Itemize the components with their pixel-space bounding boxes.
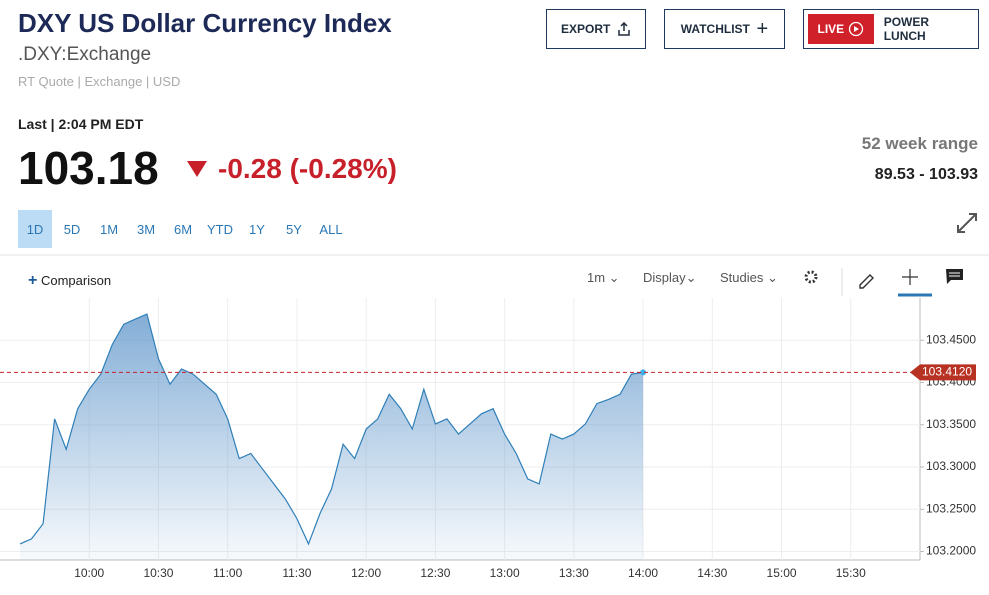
x-tick-label: 12:30 — [420, 566, 450, 580]
range-label: 52 week range — [861, 134, 978, 153]
y-tick-label: 103.4500 — [926, 332, 976, 346]
tool-icons — [804, 268, 932, 297]
range: 89.53 - 103.93 — [874, 166, 978, 183]
symbol: .DXY:Exchange — [18, 44, 152, 65]
icon — [849, 21, 864, 37]
crosshair-icon[interactable] — [902, 269, 918, 285]
label: Display — [643, 270, 686, 285]
period-tab[interactable]: 1D — [18, 210, 52, 248]
comment-icon[interactable] — [945, 268, 965, 286]
label: 1m — [587, 270, 606, 285]
power-lunch-button[interactable]: LIVE POWER LUNCH — [803, 9, 979, 49]
period-tab[interactable]: 1Y — [249, 221, 265, 237]
last-value-label: 103.4120 — [922, 365, 972, 379]
label: Studies — [720, 270, 764, 285]
x-tick-label: 13:00 — [490, 566, 520, 580]
y-tick-label: 103.2500 — [926, 501, 976, 515]
x-tick-label: 15:30 — [836, 566, 866, 580]
settings-icon[interactable] — [804, 270, 818, 284]
plus-icon: + — [756, 17, 769, 40]
x-tick-label: 10:30 — [143, 566, 173, 580]
price: 103.18 — [18, 142, 159, 194]
period-tab[interactable]: YTD — [207, 221, 233, 237]
x-tick-label: 12:00 — [351, 566, 381, 580]
label: POWER LUNCH — [883, 15, 930, 43]
y-tick-label: 103.2000 — [926, 544, 976, 558]
change: -0.28 (-0.28%) — [218, 153, 397, 184]
x-tick-label: 14:30 — [697, 566, 727, 580]
meta: RT Quote | Exchange | USD — [18, 74, 181, 89]
interval-menu[interactable]: 1m ⌄ — [587, 270, 620, 285]
down-arrow — [187, 161, 207, 177]
last-label: Last | 2:04 PM EDT — [18, 116, 144, 132]
title: DXY US Dollar Currency Index — [18, 8, 392, 38]
expand-icon[interactable] — [955, 211, 979, 235]
x-tick-label: 13:30 — [559, 566, 589, 580]
period-tab[interactable]: 5D — [63, 221, 81, 237]
x-tick-label: 11:00 — [213, 566, 242, 580]
period-tab[interactable]: 1M — [99, 221, 119, 237]
x-tick-label: 11:30 — [282, 566, 311, 580]
x-tick-label: 14:00 — [628, 566, 658, 580]
x-tick-label: 10:00 — [74, 566, 104, 580]
watchlist-button[interactable]: WATCHLIST + — [664, 9, 785, 49]
line — [19, 313, 644, 546]
studies-menu[interactable]: Studies ⌄ — [720, 270, 778, 285]
last-value-tag — [910, 364, 976, 381]
x-tick-label: 15:00 — [767, 566, 797, 580]
label: EXPORT — [560, 22, 611, 36]
period-tab[interactable]: ALL — [319, 221, 343, 237]
period-tab[interactable]: 5Y — [286, 221, 302, 237]
display-menu[interactable]: Display⌄ — [643, 270, 697, 285]
draw-icon[interactable] — [859, 274, 874, 289]
y-tick-label: 103.3500 — [926, 417, 976, 431]
label: Comparison — [40, 273, 112, 288]
export-button[interactable]: EXPORT — [546, 9, 646, 49]
area — [20, 314, 644, 560]
last-point — [640, 369, 647, 376]
comparison-button[interactable]: + Comparison — [28, 272, 112, 289]
period-tab[interactable]: 3M — [136, 221, 156, 237]
icon — [618, 22, 630, 36]
y-tick-label: 103.3000 — [926, 459, 976, 473]
label: LIVE — [817, 22, 845, 36]
label: WATCHLIST — [680, 22, 750, 36]
period-tab[interactable]: 6M — [173, 221, 193, 237]
live-badge: LIVE — [808, 14, 874, 44]
